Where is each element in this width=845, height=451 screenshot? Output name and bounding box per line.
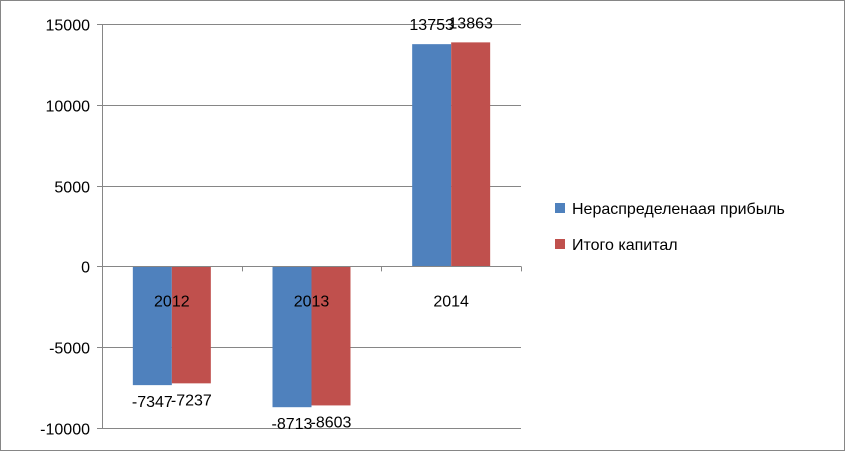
data-label: 13753 [409,17,454,34]
y-axis-tick-labels: -10000 -5000 0 5000 10000 15000 [40,18,90,439]
data-labels: -7347 -8713 13753 -7237 -8603 13863 [132,15,493,433]
legend-label: Итого капитал [572,237,678,254]
bar-total-capital-2012 [171,266,211,384]
data-label: -7347 [132,394,173,411]
bar-total-capital-2013 [311,266,351,406]
x-axis-category-labels: 2012 2013 2014 [154,293,469,310]
category-label: 2014 [433,293,469,310]
y-tick-label: 15000 [46,18,91,35]
bar-retained-earnings-2013 [272,266,312,408]
y-tick-label: -5000 [49,341,90,358]
y-tick-label: 0 [81,260,90,277]
bars [132,42,491,408]
y-tick-label: 5000 [54,180,90,197]
category-label: 2013 [294,293,330,310]
y-tick-label: 10000 [46,99,91,116]
legend-label: Нераспределенаая прибыль [572,201,785,218]
data-label: -8603 [311,414,352,431]
axes [97,24,522,429]
data-label: -8713 [272,416,313,433]
legend: Нераспределенаая прибыль Итого капитал [555,201,785,254]
category-label: 2012 [154,293,190,310]
bar-retained-earnings-2012 [132,266,172,386]
data-label: 13863 [448,15,493,32]
y-tick-label: -10000 [40,422,90,439]
data-label: -7237 [171,392,212,409]
bar-total-capital-2014 [451,42,491,267]
legend-swatch-retained-earnings [555,203,565,213]
bar-retained-earnings-2014 [412,44,452,267]
legend-swatch-total-capital [555,239,565,249]
